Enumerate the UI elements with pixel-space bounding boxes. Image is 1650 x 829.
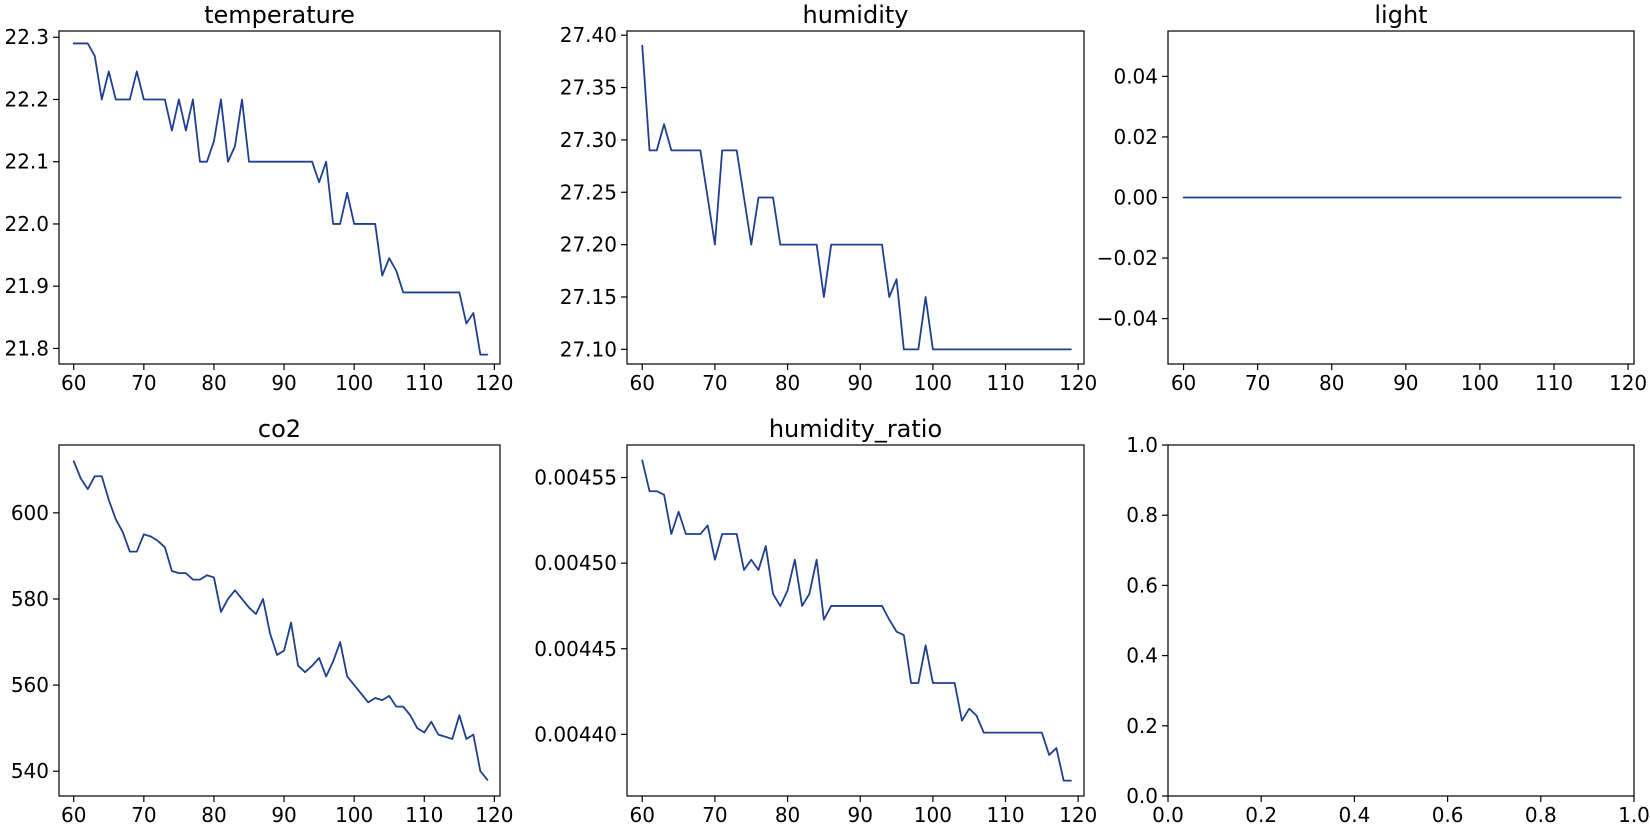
x-tick-label: 0.6 (1432, 803, 1464, 827)
y-tick-label: 0.00455 (534, 466, 617, 490)
y-tick-label: 600 (11, 501, 49, 525)
y-tick-label: 580 (11, 587, 49, 611)
axes-frame (58, 30, 501, 365)
y-tick-label: 27.25 (560, 180, 617, 204)
subplot-title: humidity_ratio (769, 415, 942, 443)
y-tick-label: −0.02 (1097, 246, 1158, 270)
x-tick-label: 90 (847, 803, 872, 827)
x-tick-label: 90 (847, 371, 872, 395)
x-tick-label: 100 (1461, 371, 1499, 395)
x-tick-label: 80 (201, 371, 226, 395)
x-tick-label: 0.2 (1245, 803, 1277, 827)
axes-frame (626, 444, 1085, 797)
x-tick-label: 80 (775, 803, 800, 827)
x-tick-label: 100 (335, 371, 373, 395)
x-tick-label: 70 (1245, 371, 1270, 395)
y-tick-label: 0.6 (1126, 573, 1158, 597)
y-tick-label: 21.8 (4, 336, 49, 360)
y-tick-label: 27.15 (560, 285, 617, 309)
x-tick-label: 90 (271, 371, 296, 395)
subplot-humidity_ratio: humidity_ratio 60 70 80 90 100 110 120 0.00440 0.… (534, 415, 1097, 827)
y-tick-label: 27.30 (560, 128, 617, 152)
x-tick-label: 120 (475, 803, 513, 827)
subplot-light: light 60 70 80 90 100 110 120 −0.04 −0.02 0.00 0.02… (1097, 1, 1647, 395)
subplot-title: co2 (258, 415, 301, 443)
y-tick-label: 27.40 (560, 23, 617, 47)
y-tick-label: −0.04 (1097, 307, 1158, 331)
x-tick-label: 90 (1393, 371, 1418, 395)
x-tick-label: 110 (405, 371, 443, 395)
x-tick-label: 60 (61, 803, 86, 827)
subplot-temperature: temperature 60 70 80 90 100 110 120 21.8 21.9 22.0… (4, 1, 513, 395)
x-tick-label: 60 (630, 803, 655, 827)
y-tick-label: 0.00450 (534, 551, 617, 575)
x-tick-label: 120 (475, 371, 513, 395)
x-tick-label: 0.4 (1338, 803, 1370, 827)
x-tick-label: 80 (201, 803, 226, 827)
series-line (72, 42, 489, 356)
y-tick-label: 22.0 (4, 212, 49, 236)
x-tick-label: 80 (775, 371, 800, 395)
y-tick-label: 22.1 (4, 150, 49, 174)
y-tick-label: 540 (11, 759, 49, 783)
x-tick-label: 110 (405, 803, 443, 827)
y-tick-label: 560 (11, 673, 49, 697)
x-tick-label: 60 (630, 371, 655, 395)
x-tick-label: 100 (914, 371, 952, 395)
x-tick-label: 100 (914, 803, 952, 827)
y-tick-label: 1.0 (1126, 433, 1158, 457)
x-tick-label: 60 (61, 371, 86, 395)
y-tick-label: 27.35 (560, 76, 617, 100)
series-line (641, 44, 1072, 351)
y-tick-label: 0.4 (1126, 644, 1158, 668)
x-tick-label: 120 (1059, 371, 1097, 395)
x-tick-label: 70 (702, 371, 727, 395)
y-tick-label: 0.00440 (534, 722, 617, 746)
y-tick-label: 0.04 (1113, 64, 1158, 88)
y-tick-label: 21.9 (4, 274, 49, 298)
y-tick-label: 0.00445 (534, 637, 617, 661)
y-tick-label: 0.00 (1113, 186, 1158, 210)
axes-frame (58, 444, 501, 797)
y-tick-label: 27.20 (560, 233, 617, 257)
subplot-title: temperature (204, 1, 355, 29)
y-tick-label: 0.02 (1113, 125, 1158, 149)
x-tick-label: 110 (1535, 371, 1573, 395)
x-tick-label: 0.8 (1525, 803, 1557, 827)
y-tick-label: 0.0 (1126, 784, 1158, 808)
x-tick-label: 1.0 (1618, 803, 1650, 827)
series-line (72, 460, 489, 781)
x-tick-label: 110 (986, 803, 1024, 827)
x-tick-label: 70 (702, 803, 727, 827)
y-tick-label: 27.10 (560, 337, 617, 361)
y-tick-label: 22.3 (4, 25, 49, 49)
y-tick-label: 0.8 (1126, 503, 1158, 527)
x-tick-label: 110 (986, 371, 1024, 395)
x-tick-label: 80 (1319, 371, 1344, 395)
x-tick-label: 60 (1171, 371, 1196, 395)
subplot-co2: co2 60 70 80 90 100 110 120 540 560 580 600 (11, 415, 514, 827)
y-tick-label: 22.2 (4, 87, 49, 111)
x-tick-label: 70 (131, 371, 156, 395)
subplot-humidity: humidity 60 70 80 90 100 110 120 27.10 27.15 27.20… (560, 1, 1098, 395)
x-tick-label: 120 (1059, 803, 1097, 827)
y-tick-label: 0.2 (1126, 714, 1158, 738)
x-tick-label: 120 (1609, 371, 1647, 395)
x-tick-label: 0.0 (1152, 803, 1184, 827)
axes-frame (1167, 444, 1635, 797)
subplot-title: light (1374, 1, 1427, 29)
x-tick-label: 90 (271, 803, 296, 827)
x-tick-label: 100 (335, 803, 373, 827)
x-tick-label: 70 (131, 803, 156, 827)
axes-frame (626, 30, 1085, 365)
series-line (641, 459, 1072, 782)
subplot-empty: 0.0 0.2 0.4 0.6 0.8 1.0 0.0 0.2 0.4 0.6 0.8 1.0 (1126, 433, 1650, 827)
subplot-title: humidity (803, 1, 909, 29)
